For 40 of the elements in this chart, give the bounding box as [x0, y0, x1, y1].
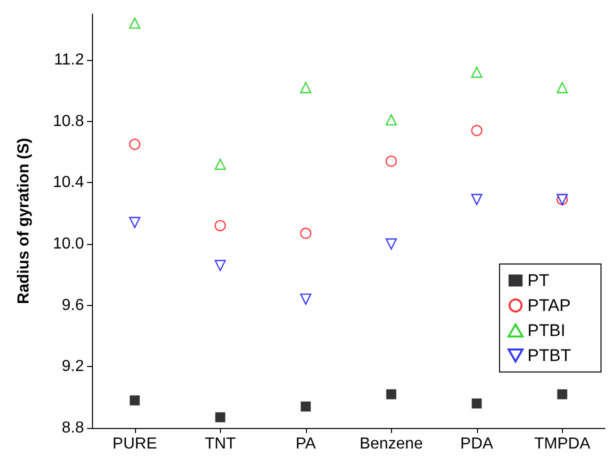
point	[300, 228, 312, 239]
x-tick-label: TMPDA	[534, 436, 591, 452]
point	[214, 158, 226, 170]
point	[214, 220, 226, 232]
point	[215, 412, 226, 422]
point	[386, 389, 396, 400]
y-tick-label: 10.0	[52, 236, 84, 252]
y-tick-label: 10.8	[52, 112, 84, 130]
legend-label: PT	[528, 271, 550, 290]
legend-label: PTAP	[528, 296, 571, 315]
x-tick-label: PURE	[112, 436, 157, 452]
point	[129, 216, 140, 228]
y-tick-label: 9.6	[62, 296, 84, 314]
point	[386, 156, 397, 167]
y-tick-label: 8.8	[62, 420, 84, 436]
y-tick-label: 9.2	[62, 358, 84, 376]
x-tick-label: PDA	[460, 436, 494, 452]
x-tick-label: PA	[296, 436, 316, 452]
legend-label: PTBT	[528, 346, 572, 365]
x-tick-label: Benzene	[360, 436, 423, 452]
legend-label: PTBI	[528, 321, 566, 340]
point	[471, 194, 482, 206]
point	[386, 114, 397, 126]
point	[300, 294, 312, 305]
point	[386, 238, 397, 250]
point	[214, 260, 226, 272]
point	[130, 395, 140, 406]
point	[129, 138, 140, 150]
point	[471, 66, 482, 78]
point	[300, 402, 311, 412]
point	[557, 389, 568, 400]
point	[556, 82, 568, 94]
point	[471, 124, 482, 136]
x-tick-label: TNT	[204, 436, 236, 452]
point	[472, 398, 482, 408]
y-tick-label: 11.2	[54, 52, 84, 68]
y-tick-label: 10.4	[52, 174, 84, 192]
y-axis-title: Radius of gyration (S)	[16, 138, 32, 304]
point	[300, 82, 312, 94]
point	[129, 18, 140, 29]
